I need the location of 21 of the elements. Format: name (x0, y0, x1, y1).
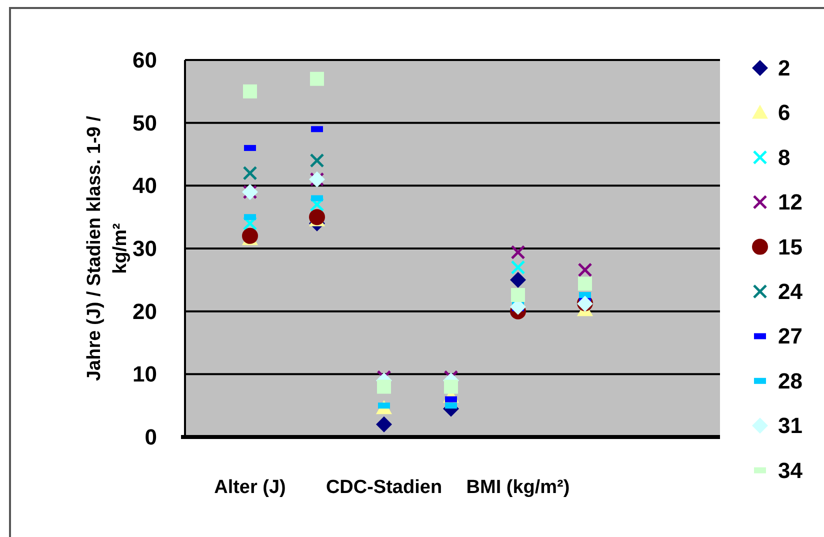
legend-label: 15 (778, 234, 802, 260)
legend-label: 8 (778, 144, 790, 170)
y-tick-label: 0 (144, 424, 157, 450)
x-tick-label: BMI (kg/m²) (466, 477, 570, 498)
y-axis-title: Jahre (J) / Stadien klass. 1-9 / kg/m² (84, 115, 131, 382)
y-tick-label: 50 (132, 110, 157, 136)
y-tick-label: 30 (132, 236, 157, 261)
legend-label: 31 (778, 413, 802, 438)
legend-label: 2 (778, 56, 790, 80)
y-tick-label: 40 (132, 173, 157, 198)
legend-label: 24 (778, 279, 804, 304)
y-tick-label: 10 (132, 362, 157, 387)
x-tick-label: CDC-Stadien (326, 477, 442, 498)
x-tick-label: Alter (J) (214, 477, 286, 498)
y-tick-label: 60 (132, 48, 157, 72)
legend-label: 12 (778, 190, 802, 215)
legend-label: 6 (778, 100, 790, 126)
y-tick-label: 20 (132, 298, 157, 324)
legend-label: 28 (778, 368, 802, 394)
legend-label: 27 (778, 324, 802, 349)
legend-label: 34 (778, 458, 804, 483)
